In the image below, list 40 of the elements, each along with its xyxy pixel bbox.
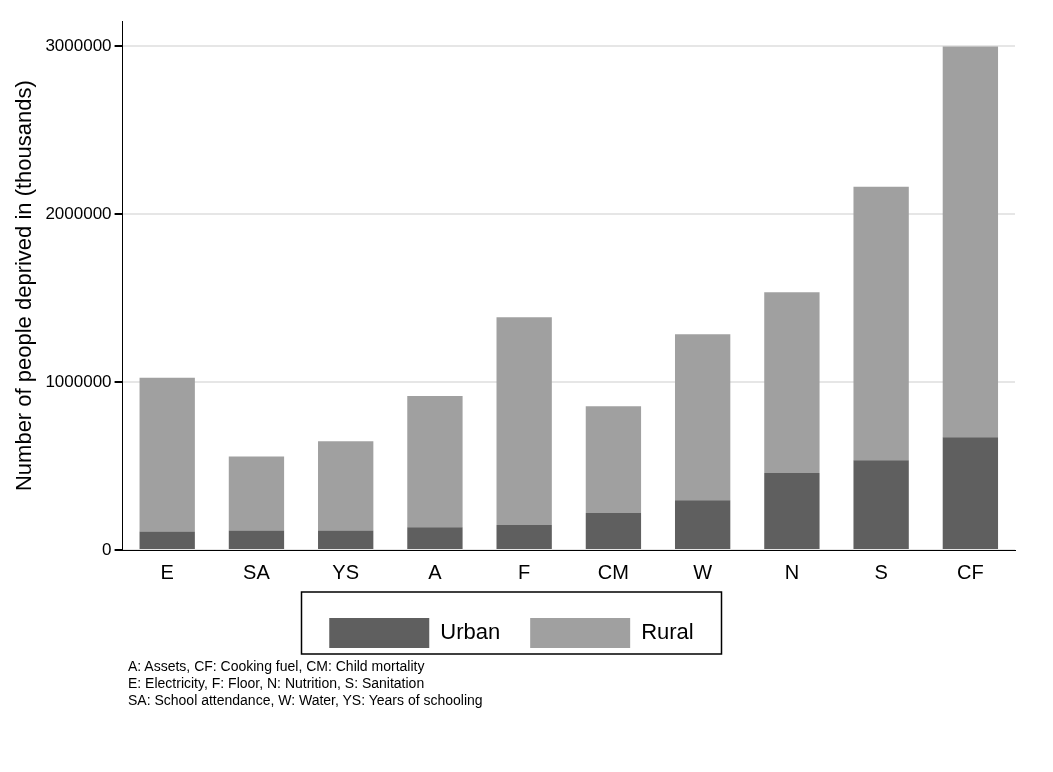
x-tick-label: E: [160, 560, 174, 583]
bar: [674, 334, 731, 501]
x-tick-label: W: [693, 560, 713, 583]
text: SA: School attendance, W: Water, YS: Years of schooling: [128, 692, 484, 709]
bar: [228, 456, 285, 531]
y-tick-label: 3000000: [45, 36, 112, 56]
bar: [585, 513, 642, 549]
y-axis-title: Number of people deprived in (thousands): [11, 80, 37, 492]
text: E: Electricity, F: Floor, N: Nutrition, S: Sanitation: [128, 675, 426, 692]
x-tick-label: F: [518, 560, 531, 583]
bar: [585, 406, 642, 514]
bar: [139, 377, 195, 532]
bar: [318, 441, 374, 531]
bar: [407, 527, 463, 549]
x-tick-label: SA: [243, 560, 271, 583]
bar: [139, 531, 195, 549]
x-tick-label: CM: [597, 560, 629, 583]
legend-label: Urban: [440, 619, 501, 645]
bar: [853, 460, 909, 549]
y-tick-label: 1000000: [45, 371, 112, 391]
x-tick-label: YS: [332, 560, 360, 583]
y-tick-label: 0: [102, 539, 112, 559]
bar: [764, 473, 820, 549]
bar: [496, 317, 552, 525]
x-tick-label: CF: [957, 560, 984, 583]
bar: [407, 396, 463, 528]
bar: [318, 530, 374, 549]
bar: [228, 530, 285, 549]
bar: [853, 186, 909, 461]
x-tick-label: A: [428, 560, 443, 583]
y-tick-label: 2000000: [45, 203, 112, 223]
bar: [674, 500, 731, 549]
x-tick-label: N: [784, 560, 800, 583]
bar: [942, 437, 999, 549]
legend-label: Rural: [641, 619, 694, 645]
bar: [496, 524, 552, 549]
bar: [764, 292, 820, 474]
x-tick-label: S: [874, 560, 888, 583]
bar: [942, 46, 999, 438]
text: A: Assets, CF: Cooking fuel, CM: Child mortality: [128, 658, 426, 675]
